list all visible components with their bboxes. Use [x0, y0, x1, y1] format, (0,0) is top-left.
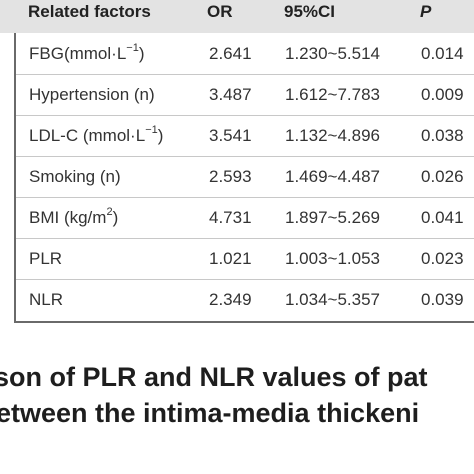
or-cell: 2.349 — [209, 290, 252, 309]
caption-line-1: son of PLR and NLR values of pat — [0, 362, 428, 392]
table-header: Related factors OR 95%CI P — [0, 0, 474, 33]
factor-cell: Hypertension (n) — [29, 85, 155, 104]
factor-cell: Smoking (n) — [29, 167, 121, 186]
table-body: FBG(mmol·L−1) 2.641 1.230~5.514 0.014 Hy… — [14, 33, 474, 323]
header-95ci: 95%CI — [284, 2, 336, 21]
ci-cell: 1.897~5.269 — [285, 208, 381, 227]
caption-line-2: etween the intima-media thickeni — [0, 398, 420, 428]
or-cell: 2.593 — [209, 167, 252, 186]
p-cell: 0.026 — [421, 167, 464, 186]
p-cell: 0.009 — [421, 85, 464, 104]
ci-cell: 1.469~4.487 — [285, 167, 381, 186]
p-cell: 0.023 — [421, 249, 464, 268]
header-or: OR — [207, 2, 233, 21]
or-cell: 3.541 — [209, 126, 252, 145]
or-cell: 2.641 — [209, 44, 252, 63]
table-row: FBG(mmol·L−1) 2.641 1.230~5.514 0.014 — [16, 33, 474, 75]
table-row: NLR 2.349 1.034~5.357 0.039 — [16, 279, 474, 320]
or-cell: 4.731 — [209, 208, 252, 227]
ci-cell: 1.230~5.514 — [285, 44, 381, 63]
header-p: P — [420, 2, 432, 21]
ci-cell: 1.612~7.783 — [285, 85, 381, 104]
ci-cell: 1.034~5.357 — [285, 290, 381, 309]
p-cell: 0.038 — [421, 126, 464, 145]
table-row: Smoking (n) 2.593 1.469~4.487 0.026 — [16, 156, 474, 198]
factor-cell: PLR — [29, 249, 63, 268]
table-row: LDL-C (mmol·L−1) 3.541 1.132~4.896 0.038 — [16, 115, 474, 157]
table-row: BMI (kg/m2) 4.731 1.897~5.269 0.041 — [16, 197, 474, 239]
p-cell: 0.014 — [421, 44, 464, 63]
table-row: Hypertension (n) 3.487 1.612~7.783 0.009 — [16, 74, 474, 116]
header-related-factors: Related factors — [28, 2, 151, 21]
or-cell: 1.021 — [209, 249, 252, 268]
ci-cell: 1.132~4.896 — [285, 126, 381, 145]
factor-cell: LDL-C (mmol·L−1) — [29, 124, 164, 145]
factor-cell: NLR — [29, 290, 64, 309]
p-cell: 0.039 — [421, 290, 464, 309]
ci-cell: 1.003~1.053 — [285, 249, 381, 268]
or-cell: 3.487 — [209, 85, 252, 104]
table-row: PLR 1.021 1.003~1.053 0.023 — [16, 238, 474, 280]
factor-cell: FBG(mmol·L−1) — [29, 42, 145, 63]
factor-cell: BMI (kg/m2) — [29, 206, 119, 227]
p-cell: 0.041 — [421, 208, 464, 227]
